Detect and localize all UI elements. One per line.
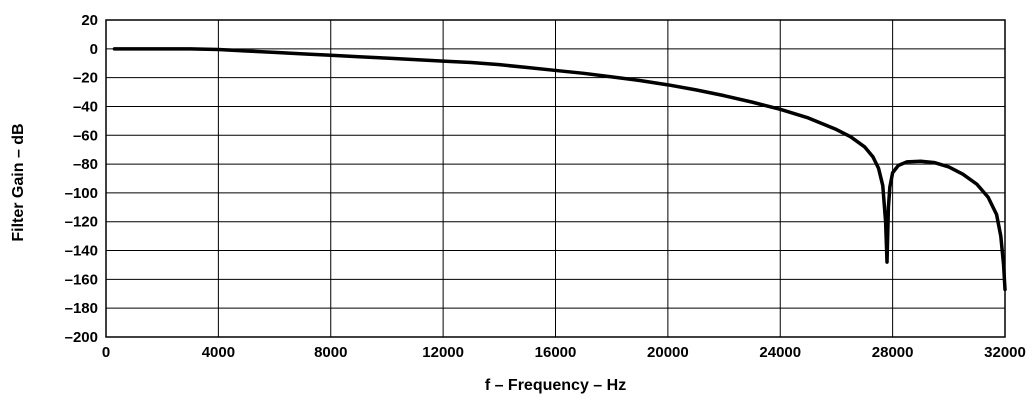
- x-tick-label: 20000: [647, 344, 689, 361]
- x-axis-title: f – Frequency – Hz: [485, 377, 626, 394]
- x-tick-label: 28000: [872, 344, 914, 361]
- y-tick-label: –100: [65, 185, 98, 202]
- series-layer: [112, 47, 1007, 292]
- x-tick-label: 24000: [759, 344, 801, 361]
- plot-frame: [105, 19, 1006, 338]
- y-tick-labels: 20 0 –20 –40 –60 –80 –100 –120 –140 –160 –180 –200: [65, 12, 98, 346]
- x-tick-label: 0: [102, 344, 110, 361]
- y-tick-label: –160: [65, 271, 98, 288]
- x-tick-labels: 0 4000 8000 12000 16000 20000 24000 28000 32000: [102, 344, 1026, 361]
- y-tick-label: –20: [73, 70, 98, 87]
- y-tick-label: –80: [73, 156, 98, 173]
- y-tick-label: –40: [73, 98, 98, 115]
- filter-gain-series-line: [112, 47, 1007, 292]
- x-tick-label: 32000: [984, 344, 1026, 361]
- y-tick-label: –180: [65, 300, 98, 317]
- x-tick-label: 12000: [422, 344, 464, 361]
- x-tick-label: 4000: [202, 344, 235, 361]
- y-axis-title: Filter Gain – dB: [10, 123, 27, 241]
- y-tick-label: –200: [65, 329, 98, 346]
- y-tick-label: –140: [65, 243, 98, 260]
- x-tick-label: 16000: [535, 344, 577, 361]
- y-tick-label: 0: [90, 41, 98, 58]
- y-tick-label: 20: [81, 12, 98, 29]
- x-tick-label: 8000: [314, 344, 347, 361]
- y-tick-label: –60: [73, 127, 98, 144]
- y-tick-label: –120: [65, 214, 98, 231]
- grid-lines: [105, 19, 1006, 338]
